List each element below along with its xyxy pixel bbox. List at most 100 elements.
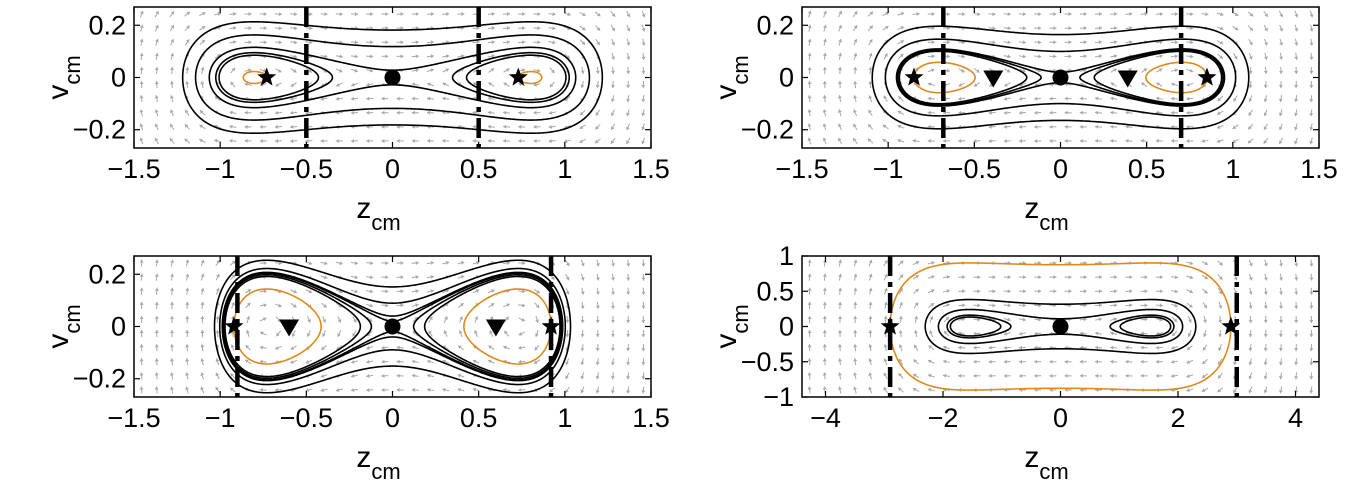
vector-arrowhead: [822, 81, 827, 85]
vector-arrowhead: [216, 260, 220, 264]
vector-arrowhead: [641, 140, 646, 145]
vector-arrowhead: [460, 275, 465, 279]
vector-arrowhead: [1264, 262, 1268, 267]
vector-arrowhead: [914, 302, 918, 307]
vector-arrowhead: [626, 305, 631, 309]
vector-arrowhead: [200, 330, 205, 334]
vector-arrowhead: [274, 138, 279, 143]
vector-arrowhead: [396, 359, 400, 364]
vector-arrowhead: [170, 123, 174, 128]
vector-arrowhead: [1018, 138, 1023, 143]
vector-arrowhead: [853, 39, 858, 43]
vector-arrowhead: [503, 82, 508, 87]
vector-arrowhead: [550, 69, 555, 74]
vector-arrowhead: [853, 287, 858, 292]
vector-arrowhead: [139, 137, 144, 142]
vector-arrowhead: [534, 346, 539, 351]
vector-arrowhead: [1189, 68, 1194, 73]
vector-arrowhead: [461, 54, 465, 59]
vector-arrowhead: [1144, 12, 1148, 17]
vector-arrowhead: [215, 358, 220, 362]
vector-arrowhead: [611, 41, 616, 46]
plot-area: [139, 256, 646, 397]
vector-arrowhead: [1309, 112, 1314, 117]
vector-arrowhead: [259, 387, 263, 392]
vector-arrowhead: [1079, 138, 1083, 143]
y-tick-label: 0: [111, 63, 126, 93]
vector-arrowhead: [961, 68, 965, 73]
vector-arrowhead: [170, 11, 175, 15]
x-tick-label: −1.5: [107, 154, 160, 184]
vector-arrowhead: [1294, 305, 1299, 309]
vector-arrowhead: [1216, 125, 1221, 129]
vector-arrowhead: [518, 124, 522, 129]
vector-arrowhead: [1218, 276, 1223, 280]
vector-arrowhead: [641, 390, 646, 394]
vector-arrowhead: [641, 348, 646, 352]
vector-arrowhead: [461, 12, 465, 17]
vector-arrowhead: [1110, 359, 1114, 364]
vector-arrowhead: [185, 372, 190, 376]
vector-arrowhead: [565, 319, 570, 323]
vector-arrowhead: [1309, 42, 1314, 46]
vector-arrowhead: [641, 362, 646, 366]
vector-arrowhead: [1279, 263, 1284, 267]
vector-arrowhead: [248, 26, 252, 31]
vector-arrowhead: [898, 315, 903, 320]
vector-arrowhead: [581, 41, 586, 45]
vector-arrowhead: [1171, 359, 1175, 364]
vector-arrowhead: [1217, 97, 1222, 102]
vector-arrowhead: [169, 81, 174, 85]
vector-arrowhead: [354, 275, 358, 280]
vector-arrowhead: [445, 260, 450, 265]
vector-arrowhead: [988, 359, 992, 364]
vector-arrowhead: [427, 373, 431, 378]
vector-arrowhead: [263, 26, 267, 31]
vector-arrowhead: [396, 96, 400, 101]
vector-arrowhead: [610, 362, 615, 366]
vector-arrowhead: [369, 303, 374, 308]
vector-arrowhead: [610, 334, 615, 338]
vector-arrowhead: [1186, 360, 1191, 364]
vector-arrowhead: [366, 359, 370, 364]
vector-arrowhead: [185, 330, 190, 334]
vector-arrowhead: [1003, 138, 1007, 143]
vector-arrowhead: [1003, 96, 1008, 101]
vector-arrowhead: [323, 275, 328, 280]
vector-arrowhead: [927, 138, 931, 143]
vector-arrowhead: [354, 12, 358, 17]
vector-arrowhead: [565, 375, 569, 379]
vector-arrowhead: [565, 333, 570, 338]
vector-arrowhead: [1156, 82, 1160, 87]
vector-arrowhead: [992, 303, 996, 308]
vector-arrowhead: [943, 345, 947, 350]
vector-arrowhead: [457, 96, 461, 101]
vector-arrowhead: [1049, 359, 1053, 364]
vector-arrowhead: [610, 84, 615, 89]
vector-arrowhead: [853, 123, 857, 128]
vector-arrowhead: [1278, 140, 1283, 145]
contour-line: [181, 20, 604, 135]
vector-arrowhead: [611, 13, 616, 17]
vector-arrowhead: [595, 291, 600, 295]
vector-arrowhead: [139, 24, 144, 29]
vector-arrowhead: [942, 373, 947, 378]
vector-arrowhead: [596, 41, 600, 46]
vector-arrowhead: [488, 359, 492, 364]
vector-arrowhead: [962, 289, 966, 294]
vector-arrowhead: [884, 260, 888, 264]
vector-arrowhead: [487, 110, 492, 115]
vector-arrowhead: [506, 26, 511, 31]
vector-arrowhead: [853, 52, 858, 57]
vector-arrowhead: [351, 82, 355, 87]
vector-arrowhead: [1140, 359, 1144, 364]
vector-arrowhead: [1248, 276, 1253, 281]
vector-arrowhead: [807, 38, 812, 43]
vector-arrowhead: [185, 109, 189, 114]
vector-arrowhead: [626, 334, 631, 338]
vector-arrowhead: [1079, 96, 1084, 101]
vector-arrowhead: [490, 68, 495, 72]
vector-arrowhead: [807, 259, 812, 263]
vector-arrowhead: [459, 316, 463, 320]
vector-arrowhead: [943, 331, 948, 335]
